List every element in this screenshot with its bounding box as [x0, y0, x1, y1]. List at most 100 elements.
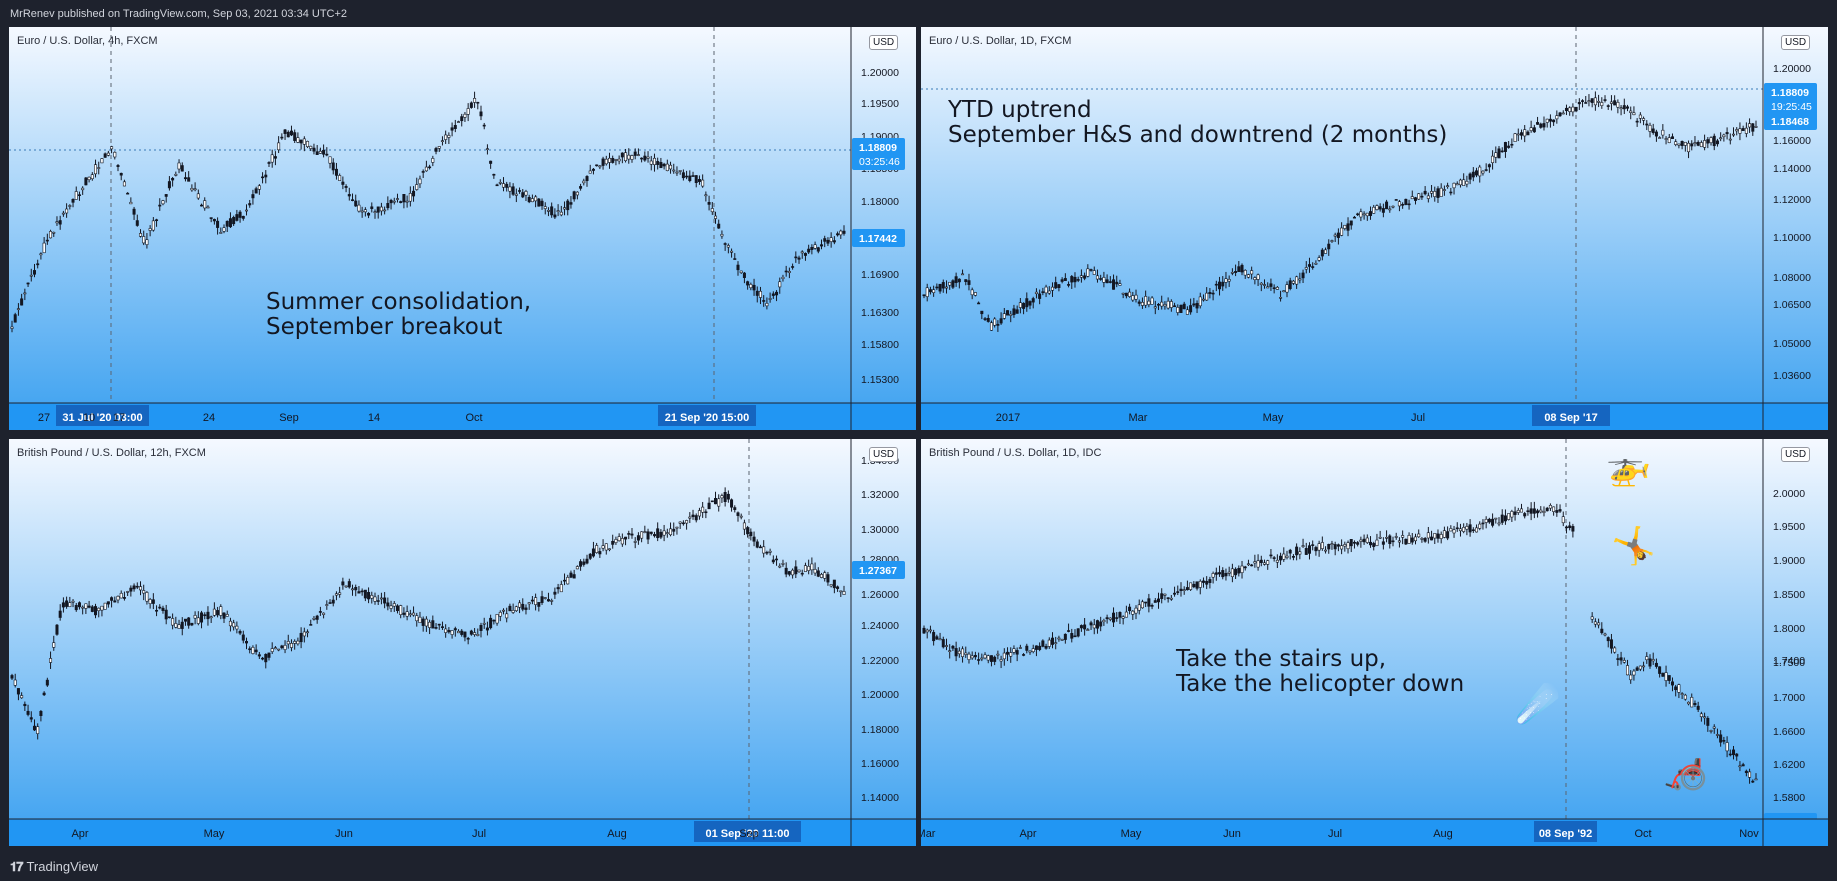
- candle-body: [492, 619, 496, 622]
- candle-body: [928, 289, 932, 293]
- candle-body: [1619, 107, 1623, 110]
- candle-body: [1597, 622, 1601, 626]
- chart-canvas[interactable]: 1.340001.320001.300001.280001.260001.240…: [9, 439, 916, 846]
- candle-body: [440, 140, 444, 142]
- chart-canvas[interactable]: 2.0000 1.9500 1.9000 1.8500 1.8000 1.75001.74…: [921, 439, 1828, 846]
- candle-body: [961, 273, 965, 276]
- candle-body: [1089, 622, 1093, 626]
- candle-body: [1430, 191, 1434, 194]
- candle-body: [1317, 543, 1321, 551]
- candle-body: [1732, 133, 1736, 136]
- candle-body: [52, 231, 56, 234]
- chart-panel-eurusd-1d[interactable]: 1.200001.180001.160001.140001.120001.100…: [921, 27, 1828, 430]
- candle-body: [1150, 297, 1154, 305]
- candle-body: [209, 616, 213, 619]
- candle-body: [225, 614, 229, 617]
- candle-body: [1709, 730, 1713, 732]
- chart-panel-gbpusd-1d[interactable]: 2.0000 1.9500 1.9000 1.8500 1.8000 1.7500 1.74…: [921, 439, 1828, 846]
- candle-body: [755, 541, 759, 548]
- candle-body: [1250, 270, 1254, 275]
- currency-badge[interactable]: USD: [1781, 447, 1811, 462]
- publish-header: MrRenev published on TradingView.com, Se…: [0, 0, 1837, 27]
- candle-body: [1597, 100, 1601, 103]
- candle-body: [617, 536, 621, 542]
- candle-body: [174, 623, 178, 628]
- candle-body: [736, 264, 740, 271]
- candle-body: [1439, 187, 1443, 197]
- candle-body: [482, 622, 486, 625]
- candle-body: [1121, 292, 1125, 295]
- candle-body: [341, 581, 345, 586]
- candle-body: [1439, 534, 1443, 539]
- candle-body: [730, 499, 734, 508]
- time-axis-area: [921, 403, 1828, 430]
- candle-body: [1715, 140, 1719, 145]
- candle-body: [932, 632, 936, 642]
- candle-body: [563, 207, 567, 210]
- candle-body: [402, 194, 406, 203]
- candle-body: [36, 726, 40, 734]
- candle-body: [768, 550, 772, 553]
- chart-canvas[interactable]: 1.200001.195001.190001.185001.180001.175…: [9, 27, 916, 430]
- candle-body: [334, 168, 338, 176]
- candle-body: [977, 302, 981, 305]
- candle-body: [16, 688, 20, 695]
- chart-panel-eurusd-4h[interactable]: 1.200001.195001.190001.185001.180001.175…: [9, 27, 916, 430]
- candle-body: [944, 286, 948, 289]
- candle-body: [126, 591, 130, 593]
- candle-body: [964, 652, 968, 655]
- candle-body: [1346, 542, 1350, 550]
- candle-body: [155, 219, 159, 222]
- candle-body: [74, 605, 78, 611]
- candle-body: [1423, 538, 1427, 542]
- candle-body: [209, 217, 213, 219]
- currency-badge[interactable]: USD: [869, 35, 899, 50]
- tradingview-logo[interactable]: 𝟏𝟕 TradingView: [10, 859, 98, 875]
- candle-body: [781, 563, 785, 565]
- candle-body: [418, 178, 422, 185]
- candle-body: [119, 592, 123, 599]
- candle-body: [1288, 280, 1292, 289]
- candle-body: [550, 600, 554, 602]
- candle-body: [1401, 535, 1405, 538]
- time-tick-label: Apr: [1019, 828, 1036, 840]
- candle-body: [1449, 528, 1453, 532]
- candle-body: [778, 281, 782, 288]
- candle-body: [1658, 137, 1662, 139]
- candle-body: [161, 200, 165, 205]
- candle-body: [1269, 554, 1273, 557]
- candle-body: [1690, 697, 1694, 708]
- candle-body: [521, 603, 525, 610]
- currency-badge[interactable]: USD: [1781, 35, 1811, 50]
- candle-body: [1240, 565, 1244, 573]
- candle-body: [1365, 212, 1369, 217]
- candle-body: [569, 202, 573, 205]
- candle-body: [52, 642, 56, 648]
- annotation-line: Take the stairs up,: [1176, 646, 1387, 672]
- candle-body: [665, 163, 669, 171]
- chart-canvas[interactable]: 1.200001.180001.160001.140001.120001.100…: [921, 27, 1828, 430]
- candle-body: [392, 603, 396, 607]
- candle-body: [534, 196, 538, 202]
- brand-name: TradingView: [26, 859, 99, 874]
- candle-body: [1102, 277, 1106, 283]
- candle-body: [710, 500, 714, 503]
- candle-body: [1192, 583, 1196, 588]
- candle-body: [787, 271, 791, 273]
- candle-body: [1330, 240, 1334, 242]
- candle-body: [1282, 290, 1286, 293]
- candle-body: [267, 652, 271, 658]
- candle-body: [1548, 118, 1552, 122]
- candle-body: [546, 599, 550, 602]
- price-tick-label: 1.12000: [1773, 194, 1811, 206]
- candle-body: [363, 589, 367, 599]
- candle-body: [1333, 234, 1337, 237]
- currency-badge[interactable]: USD: [869, 447, 899, 462]
- candle-body: [765, 551, 769, 554]
- candle-body: [941, 282, 945, 289]
- candle-body: [967, 280, 971, 285]
- candle-body: [1256, 274, 1260, 280]
- chart-title: British Pound / U.S. Dollar, 1D, IDC: [929, 447, 1102, 459]
- candle-body: [1603, 99, 1607, 101]
- chart-panel-gbpusd-12h[interactable]: 1.340001.320001.300001.280001.260001.240…: [9, 439, 916, 846]
